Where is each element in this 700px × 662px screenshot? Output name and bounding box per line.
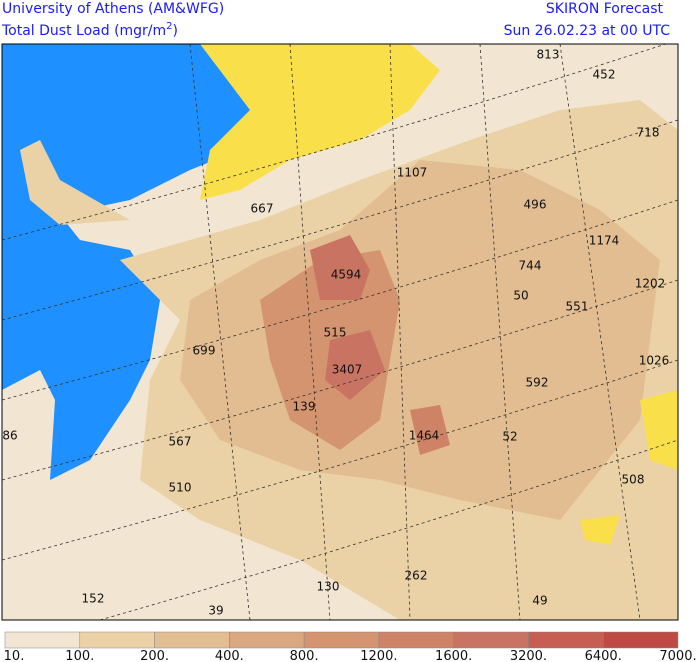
colorbar-swatch [303, 631, 380, 649]
map-value-label: 551 [566, 300, 589, 314]
map-value-label: 86 [2, 429, 17, 443]
map-value-label: 718 [637, 126, 660, 140]
dust-region [180, 160, 660, 520]
colorbar-swatch [602, 631, 679, 649]
dust-core [310, 235, 370, 300]
dust-plume [20, 140, 130, 225]
map-value-label: 452 [593, 68, 616, 82]
ocean [2, 44, 330, 480]
map-value-label: 813 [537, 48, 560, 62]
map-value-label: 39 [208, 604, 223, 618]
colorbar: 10. 100. 200. 400. 800. 1200. 1600. 3200. 6400. 7… [4, 631, 697, 662]
map-value-label: 1107 [397, 166, 428, 180]
map-value-label: 262 [405, 569, 428, 583]
colorbar-label: 800. [290, 649, 319, 662]
model: SKIRON Forecast [546, 1, 664, 17]
map-value-label: 152 [82, 592, 105, 606]
dust-core [410, 405, 450, 455]
map-value-label: 744 [519, 259, 542, 273]
map-value-label: 699 [193, 344, 216, 358]
map-value-label: 592 [526, 376, 549, 390]
map-value-label: 139 [293, 400, 316, 414]
colorbar-label: 7000. [659, 649, 696, 662]
map-value-label: 1174 [589, 234, 620, 248]
colorbar-swatch [4, 631, 81, 649]
map-value-label: 496 [524, 198, 547, 212]
dust-core [325, 330, 385, 400]
arabia-land [580, 515, 620, 545]
product-suffix: ) [173, 23, 178, 39]
arabia-land [640, 390, 678, 470]
colorbar-label: 6400. [585, 649, 622, 662]
map-frame [1, 43, 679, 621]
europe-land [200, 44, 440, 200]
colorbar-swatch [79, 631, 155, 649]
map: 813 452 718 1107 667 496 1174 4594 744 50 1202 551 5… [1, 43, 679, 621]
product-prefix: Total Dust Load (mgr/m [1, 23, 166, 39]
colorbar-label: 400. [215, 649, 244, 662]
map-value-label: 4594 [331, 268, 362, 282]
colorbar-label: 10. [4, 649, 25, 662]
map-value-label: 508 [622, 473, 645, 487]
map-value-label: 49 [532, 594, 547, 608]
colorbar-swatch [229, 631, 305, 649]
valid-time: Sun 26.02.23 at 00 UTC [504, 23, 671, 39]
colorbar-label: 1200. [360, 649, 397, 662]
graticule [2, 44, 678, 620]
colorbar-label: 200. [140, 649, 169, 662]
colorbar-swatch [528, 631, 604, 649]
institution: University of Athens (AM&WFG) [2, 1, 224, 17]
map-value-label: 1464 [409, 429, 440, 443]
colorbar-label: 1600. [435, 649, 472, 662]
map-value-label: 50 [513, 289, 528, 303]
colorbar-label: 3200. [510, 649, 547, 662]
map-value-label: 510 [169, 481, 192, 495]
map-value-label: 667 [251, 202, 274, 216]
colorbar-swatch [453, 631, 529, 649]
product-superscript: 2 [166, 21, 172, 32]
map-value-label: 515 [324, 326, 347, 340]
map-value-label: 52 [502, 430, 517, 444]
map-value-label: 1026 [639, 354, 670, 368]
colorbar-swatch [154, 631, 230, 649]
colorbar-swatch [378, 631, 454, 649]
map-value-label: 567 [169, 435, 192, 449]
colorbar-label: 100. [65, 649, 94, 662]
product: Total Dust Load (mgr/m2) [1, 21, 178, 39]
map-value-label: 1202 [635, 277, 666, 291]
map-value-label: 3407 [332, 363, 363, 377]
map-value-label: 130 [317, 580, 340, 594]
